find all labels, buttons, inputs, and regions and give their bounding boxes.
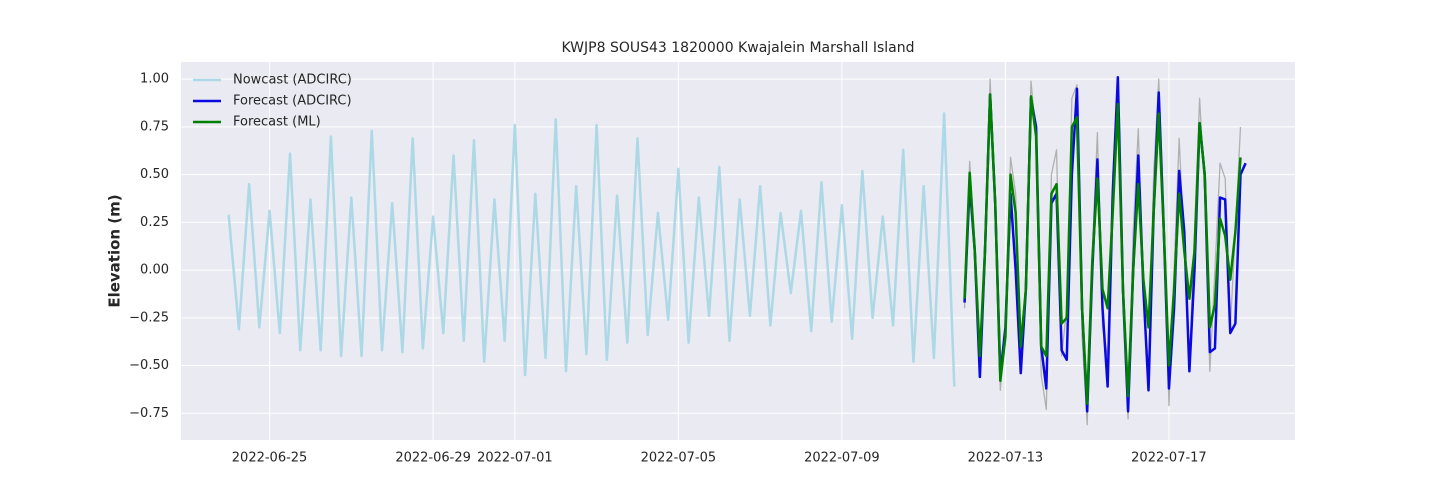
- grid: [181, 62, 1295, 440]
- y-tick-label: −0.25: [129, 310, 169, 325]
- y-tick-label: −0.50: [129, 358, 169, 373]
- chart-title: KWJP8 SOUS43 1820000 Kwajalein Marshall …: [562, 40, 915, 56]
- x-tick-label: 2022-07-09: [804, 451, 880, 466]
- legend-label: Forecast (ML): [233, 115, 321, 130]
- series-line: [227, 112, 956, 387]
- x-tick-label: 2022-06-29: [395, 451, 471, 466]
- legend: Nowcast (ADCIRC) Forecast (ADCIRC) Forecas…: [193, 73, 352, 130]
- y-tick-label: −0.75: [129, 406, 169, 421]
- legend-label: Nowcast (ADCIRC): [233, 73, 352, 88]
- y-tick-label: 0.00: [140, 263, 169, 278]
- y-tick-label: 1.00: [140, 72, 169, 87]
- y-tick-label: 0.75: [140, 119, 169, 134]
- y-tick-label: 0.50: [140, 167, 169, 182]
- y-axis-label: Elevation (m): [106, 194, 124, 307]
- lines: [227, 76, 1247, 426]
- series-line: [963, 93, 1242, 405]
- legend-label: Forecast (ADCIRC): [233, 94, 352, 109]
- y-tick-label: 0.25: [140, 215, 169, 230]
- x-tick-label: 2022-07-13: [968, 451, 1044, 466]
- x-tick-label: 2022-06-25: [232, 451, 308, 466]
- x-tick-label: 2022-07-17: [1131, 451, 1207, 466]
- x-tick-label: 2022-07-01: [477, 451, 553, 466]
- x-tick-label: 2022-07-05: [641, 451, 717, 466]
